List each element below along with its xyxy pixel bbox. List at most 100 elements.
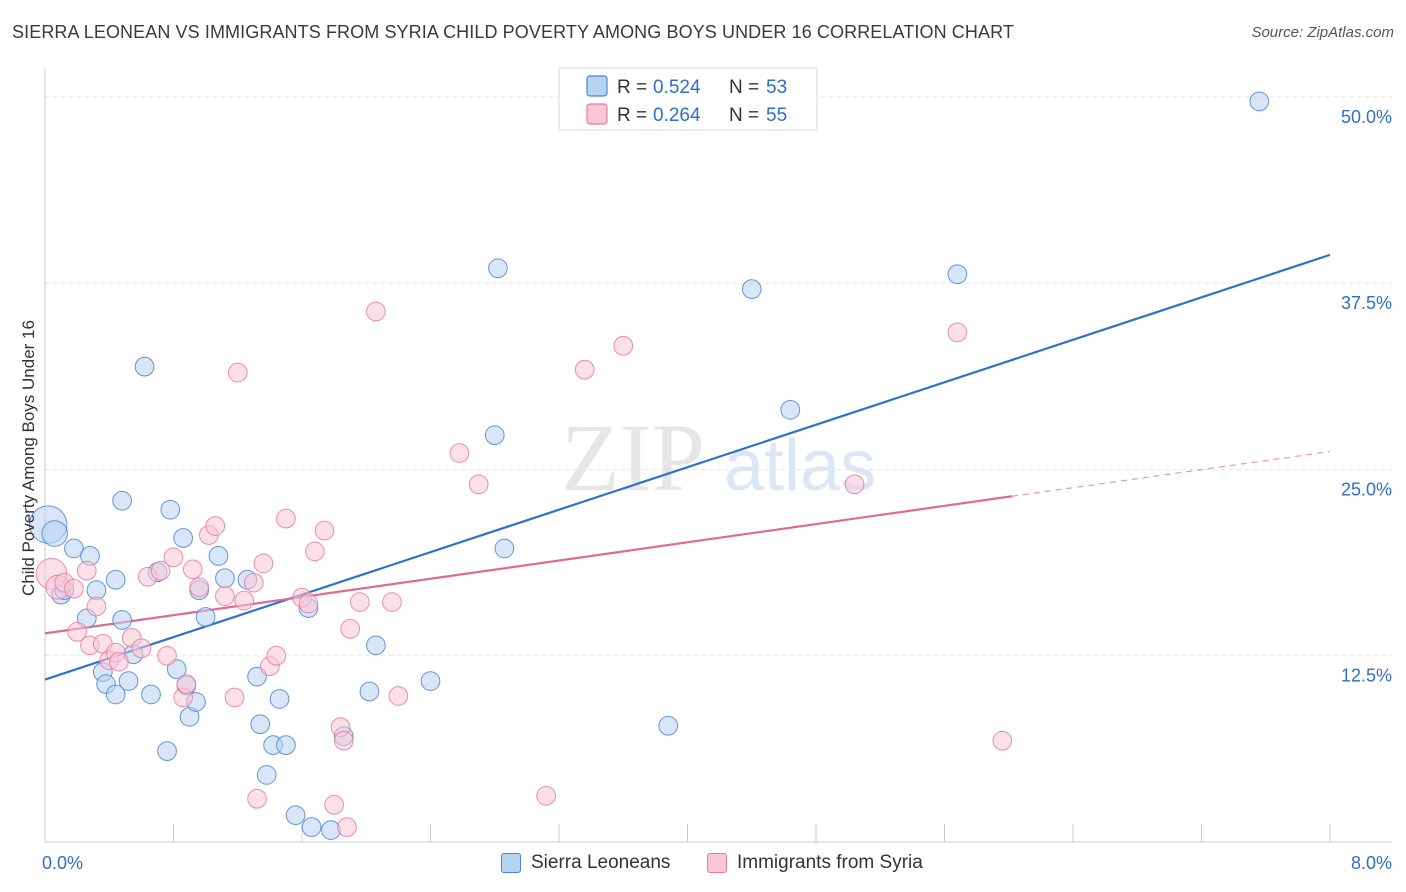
point-blue-46	[494, 538, 515, 559]
legend-item-immigrants-from-syria[interactable]: Immigrants from Syria	[707, 852, 923, 874]
source-label: Source: ZipAtlas.com	[1251, 24, 1394, 41]
point-blue-48	[658, 715, 679, 736]
point-blue-9	[112, 610, 132, 630]
y-tick-label-1: 25.0%	[1341, 479, 1392, 499]
legend-r-value-1: 0.264	[653, 105, 701, 126]
point-pink-4	[67, 622, 87, 642]
trend-line-dashed-pink	[1011, 450, 1331, 497]
point-blue-23	[208, 546, 229, 566]
point-pink-29	[253, 553, 274, 574]
point-pink-51	[613, 335, 634, 356]
trend-line-blue	[44, 253, 1331, 681]
point-pink-38	[324, 794, 344, 815]
point-pink-40	[333, 730, 354, 751]
point-pink-48	[468, 474, 489, 495]
legend-swatch-pink	[586, 103, 608, 125]
point-pink-17	[163, 547, 184, 568]
point-blue-32	[250, 714, 271, 735]
point-pink-23	[205, 516, 226, 536]
point-blue-19	[160, 499, 181, 520]
point-blue-40	[321, 820, 341, 840]
point-blue-1	[41, 520, 68, 547]
legend-r-label-0: R =	[617, 77, 647, 98]
point-pink-35	[298, 593, 319, 614]
point-blue-49	[741, 279, 762, 299]
point-blue-5	[105, 569, 126, 590]
point-pink-45	[382, 592, 402, 612]
point-pink-36	[305, 541, 325, 562]
point-blue-31	[247, 666, 267, 687]
point-pink-11	[109, 651, 129, 672]
chart-title: SIERRA LEONEAN VS IMMIGRANTS FROM SYRIA …	[12, 22, 1014, 42]
point-pink-21	[189, 577, 210, 598]
x-tick-label-0: 0.0%	[42, 853, 83, 873]
axes	[44, 68, 1392, 843]
point-blue-29	[157, 741, 177, 761]
y-tick-label-2: 37.5%	[1341, 293, 1392, 313]
watermark-zip: ZIP	[561, 404, 705, 511]
point-blue-52	[1249, 91, 1270, 112]
point-blue-43	[366, 635, 386, 656]
point-pink-32	[276, 508, 296, 529]
x-tick-label-1: 8.0%	[1351, 853, 1392, 873]
point-blue-15	[105, 684, 126, 705]
point-blue-50	[780, 399, 801, 420]
data-points	[29, 91, 1270, 840]
legend-item-sierra-leoneans[interactable]: Sierra Leoneans	[501, 852, 670, 874]
point-pink-19	[176, 674, 197, 694]
point-blue-24	[215, 568, 235, 589]
y-axis-label: Child Poverty Among Boys Under 16	[19, 320, 38, 596]
point-pink-15	[150, 560, 171, 581]
point-pink-16	[157, 645, 177, 666]
point-pink-3	[64, 578, 84, 599]
legend-swatch-blue	[501, 853, 521, 873]
legend-r-value-0: 0.524	[653, 77, 701, 98]
legend-swatch-pink	[707, 853, 727, 873]
point-pink-7	[86, 596, 107, 617]
y-tick-label-3: 50.0%	[1341, 107, 1392, 127]
point-pink-13	[131, 638, 152, 659]
point-blue-28	[166, 659, 187, 679]
point-blue-38	[285, 805, 306, 826]
series-legend: Sierra Leoneans Immigrants from Syria	[0, 852, 1406, 878]
point-blue-47	[484, 425, 505, 446]
point-blue-22	[195, 607, 216, 627]
point-pink-27	[234, 590, 255, 611]
point-blue-13	[118, 671, 139, 691]
point-pink-28	[243, 572, 264, 593]
legend-swatch-blue	[586, 75, 608, 97]
point-pink-33	[247, 788, 267, 809]
point-pink-43	[349, 592, 370, 612]
point-pink-42	[340, 619, 361, 639]
legend-label-immigrants-from-syria: Immigrants from Syria	[737, 852, 923, 873]
point-pink-41	[337, 817, 357, 837]
point-blue-33	[269, 689, 290, 709]
point-pink-31	[266, 645, 287, 666]
point-pink-25	[224, 687, 245, 708]
point-blue-39	[301, 817, 322, 837]
point-blue-42	[359, 681, 380, 702]
point-pink-26	[227, 362, 248, 383]
point-blue-35	[276, 735, 296, 755]
point-pink-53	[947, 322, 968, 343]
point-pink-20	[182, 559, 203, 580]
point-pink-47	[449, 443, 470, 463]
point-blue-3	[64, 538, 84, 559]
legend-n-value-1: 55	[766, 105, 787, 126]
point-pink-37	[314, 520, 335, 541]
legend-n-label-1: N =	[729, 105, 759, 126]
point-blue-51	[947, 264, 968, 285]
x-tick-labels: 0.0% 8.0%	[42, 853, 1392, 873]
point-blue-20	[173, 528, 193, 548]
point-pink-49	[536, 785, 557, 806]
point-pink-46	[388, 686, 409, 706]
point-blue-36	[256, 765, 277, 785]
point-pink-24	[215, 586, 235, 606]
trend-lines	[44, 253, 1331, 681]
point-pink-44	[366, 301, 386, 322]
legend-label-sierra-leoneans: Sierra Leoneans	[531, 852, 671, 873]
point-pink-5	[76, 560, 97, 581]
correlation-legend: R = 0.524 N = 53 R = 0.264 N = 55	[558, 67, 818, 131]
legend-n-value-0: 53	[766, 77, 787, 98]
